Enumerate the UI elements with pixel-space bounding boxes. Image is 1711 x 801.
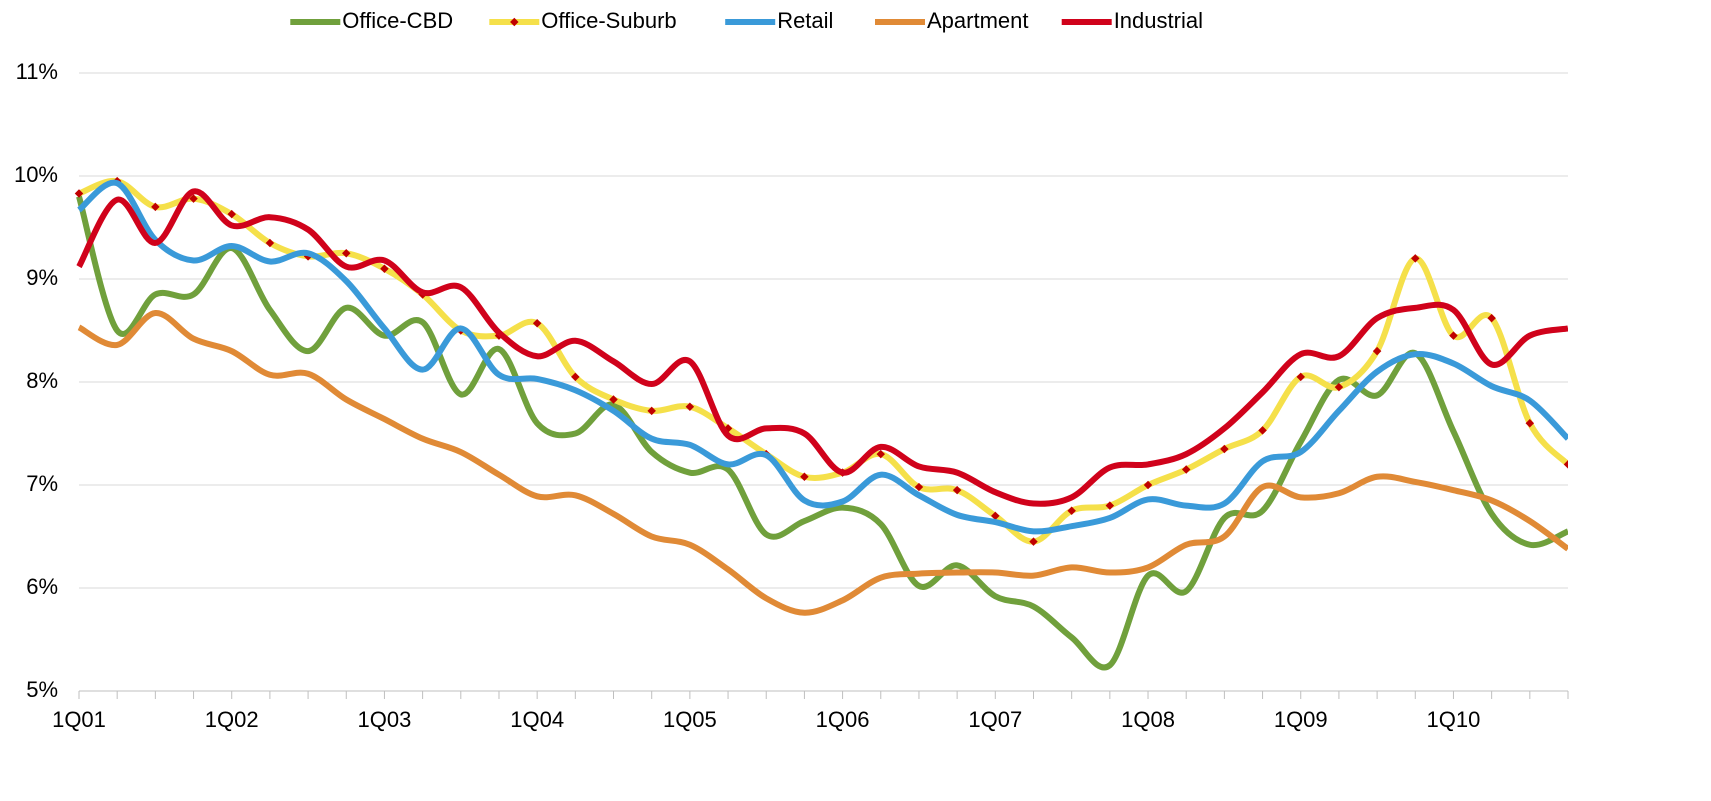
legend-label: Office-Suburb xyxy=(541,8,676,33)
series-marker xyxy=(609,395,618,404)
series-marker xyxy=(1334,382,1344,392)
series-marker xyxy=(189,194,198,203)
series-marker xyxy=(1525,418,1535,428)
y-tick-label: 11% xyxy=(16,59,58,84)
series-marker xyxy=(1411,254,1420,263)
legend-label: Retail xyxy=(777,8,833,33)
y-tick-label: 5% xyxy=(26,677,58,702)
series-line xyxy=(77,179,1568,535)
x-tick-label: 1Q07 xyxy=(968,707,1022,732)
y-tick-label: 8% xyxy=(26,368,58,393)
series-marker xyxy=(227,209,236,219)
series-marker xyxy=(647,406,656,416)
y-tick-label: 10% xyxy=(14,162,58,187)
y-tick-label: 9% xyxy=(26,265,58,290)
series-marker xyxy=(1143,480,1153,490)
plot-area xyxy=(74,176,1568,671)
x-tick-label: 1Q03 xyxy=(358,707,412,732)
y-tick-label: 6% xyxy=(26,574,58,599)
series-marker xyxy=(914,482,924,492)
series-line xyxy=(76,188,1568,507)
series-marker xyxy=(571,372,580,382)
series-marker xyxy=(1487,313,1496,323)
series-marker xyxy=(1029,537,1038,546)
series-line xyxy=(76,195,1568,671)
series-marker xyxy=(380,264,389,273)
x-tick-label: 1Q05 xyxy=(663,707,717,732)
series-marker xyxy=(532,319,542,328)
legend-label: Industrial xyxy=(1114,8,1203,33)
series-marker xyxy=(74,189,84,198)
series-marker xyxy=(800,472,809,482)
series-marker xyxy=(1220,444,1229,454)
series-line xyxy=(77,309,1568,616)
legend-label: Apartment xyxy=(927,8,1029,33)
series-marker xyxy=(1105,501,1115,510)
series-marker xyxy=(876,449,886,459)
series-marker xyxy=(685,402,695,411)
series-marker xyxy=(1449,331,1458,340)
x-tick-label: 1Q08 xyxy=(1121,707,1175,732)
series-marker xyxy=(265,238,275,248)
series-marker xyxy=(1563,460,1568,469)
series-marker xyxy=(1296,372,1305,382)
x-tick-label: 1Q10 xyxy=(1427,707,1481,732)
series-marker xyxy=(991,511,1000,521)
x-tick-label: 1Q06 xyxy=(816,707,870,732)
series-marker xyxy=(151,202,160,212)
series-marker xyxy=(952,485,962,495)
series-line xyxy=(77,177,1568,545)
series-marker xyxy=(342,249,351,258)
y-tick-label: 7% xyxy=(26,471,58,496)
x-tick-label: 1Q09 xyxy=(1274,707,1328,732)
series-marker xyxy=(1258,426,1267,435)
x-tick-label: 1Q04 xyxy=(510,707,564,732)
series-marker xyxy=(1067,506,1076,515)
legend-label: Office-CBD xyxy=(342,8,453,33)
x-tick-label: 1Q01 xyxy=(52,707,106,732)
x-tick-label: 1Q02 xyxy=(205,707,259,732)
series-marker xyxy=(1372,346,1382,356)
series-marker xyxy=(1181,465,1191,474)
